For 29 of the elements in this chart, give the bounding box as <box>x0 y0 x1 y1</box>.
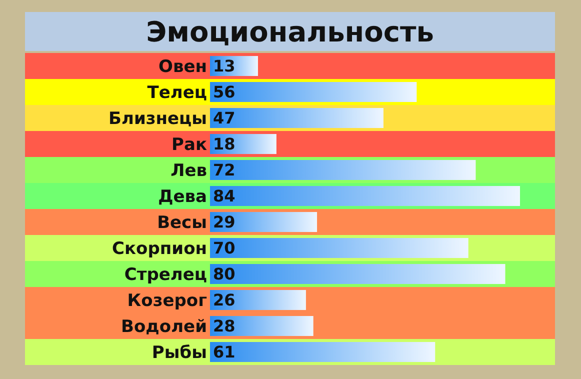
y-tick-label: Дева <box>158 186 207 207</box>
data-label: 61 <box>213 342 236 362</box>
data-label: 84 <box>213 186 236 206</box>
data-label: 13 <box>213 56 236 76</box>
data-label: 72 <box>213 160 236 180</box>
data-label: 70 <box>213 238 236 258</box>
y-tick-label: Весы <box>157 212 207 233</box>
y-tick-label: Овен <box>158 56 207 77</box>
data-label: 29 <box>213 212 236 232</box>
y-tick-label: Рыбы <box>152 342 207 363</box>
y-tick-label: Водолей <box>121 316 207 337</box>
data-label: 47 <box>213 108 236 128</box>
y-tick-label: Близнецы <box>108 108 207 129</box>
y-tick-label: Рак <box>172 134 208 155</box>
bar <box>210 316 314 336</box>
y-tick-label: Козерог <box>127 290 208 311</box>
chart-title: Эмоциональность <box>146 15 434 48</box>
data-label: 56 <box>213 82 236 102</box>
y-tick-label: Лев <box>170 160 208 181</box>
y-tick-label: Стрелец <box>124 264 207 285</box>
data-label: 80 <box>213 264 236 284</box>
bar <box>210 212 318 232</box>
bar <box>210 108 384 128</box>
data-label: 18 <box>213 134 236 154</box>
bar <box>210 290 306 310</box>
y-tick-label: Скорпион <box>112 238 207 259</box>
data-label: 26 <box>213 290 236 310</box>
data-label: 28 <box>213 316 236 336</box>
y-tick-label: Телец <box>147 82 207 103</box>
